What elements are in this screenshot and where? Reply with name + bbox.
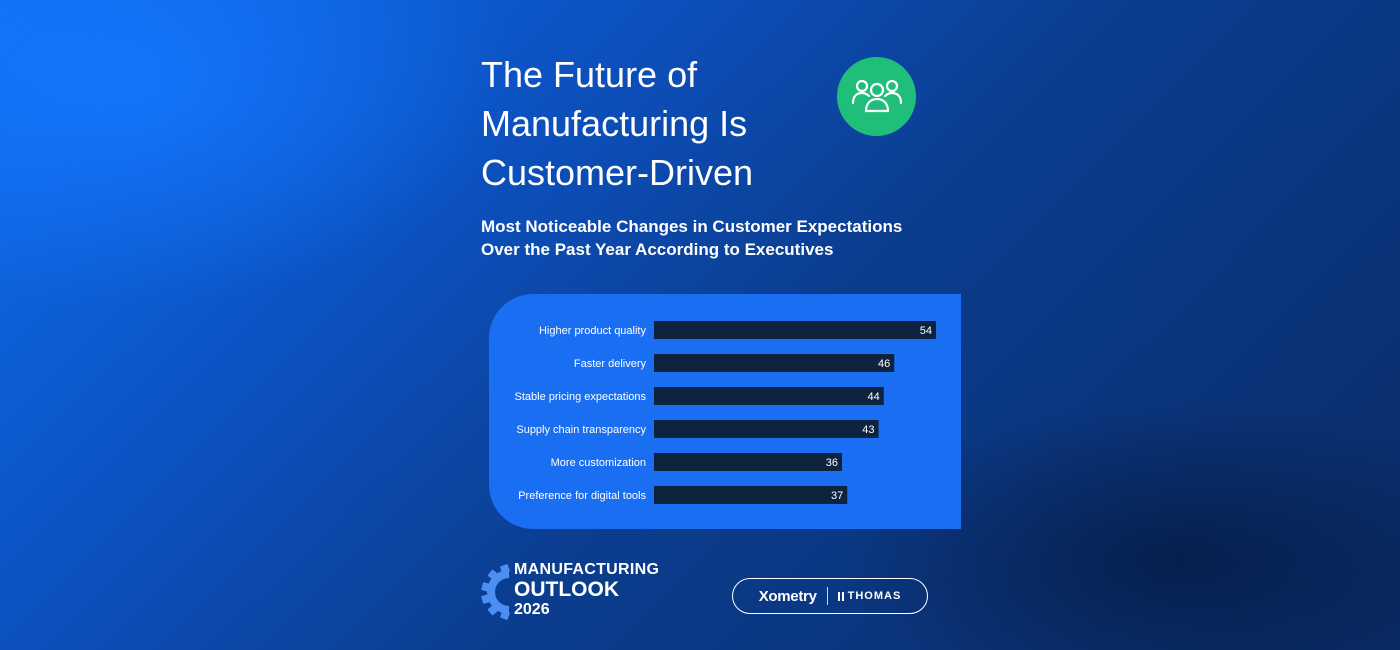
category-label: Faster delivery: [574, 358, 647, 370]
manufacturing-outlook-logo: MANUFACTURING OUTLOOK 2026: [481, 560, 681, 624]
title-line-2: Manufacturing Is: [481, 103, 748, 144]
bar: [654, 387, 884, 405]
outlook-wordmark: MANUFACTURING OUTLOOK 2026: [514, 560, 659, 620]
category-label: Preference for digital tools: [518, 490, 646, 502]
category-label: More customization: [551, 457, 646, 469]
bar: [654, 420, 879, 438]
chart-panel: Higher product quality 54 Faster delivery 4…: [489, 294, 961, 529]
bar-value-label: 46: [878, 358, 890, 370]
outlook-line-1: MANUFACTURING: [514, 561, 660, 578]
gear-icon: [481, 564, 510, 620]
bar-value-label: 54: [920, 325, 932, 337]
brand-divider: [826, 587, 828, 605]
bar: [654, 486, 848, 504]
chart-subtitle: Most Noticeable Changes in Customer Expe…: [481, 215, 941, 261]
bar-value-label: 36: [826, 457, 838, 469]
bar: [654, 321, 936, 339]
category-label: Higher product quality: [539, 325, 647, 337]
people-badge: [837, 57, 916, 136]
xometry-logo: Xometry: [758, 587, 817, 605]
title-line-3: Customer-Driven: [481, 152, 754, 193]
subtitle-line-2: Over the Past Year According to Executiv…: [481, 240, 834, 259]
bar-chart: Higher product quality 54 Faster delivery 4…: [515, 321, 936, 504]
outlook-line-3: 2026: [514, 601, 550, 618]
bar-value-label: 43: [862, 424, 874, 436]
category-label: Stable pricing expectations: [515, 391, 647, 403]
outlook-line-2: OUTLOOK: [514, 578, 619, 601]
brand-pill: Xometry THOMAS: [732, 578, 928, 614]
bar: [654, 453, 842, 471]
title-line-1: The Future of: [481, 54, 698, 95]
subtitle-line-1: Most Noticeable Changes in Customer Expe…: [481, 217, 903, 236]
people-group-icon: [851, 79, 902, 112]
thomas-logo: THOMAS: [837, 590, 902, 602]
bar: [654, 354, 895, 372]
thomas-mark-icon: [837, 591, 844, 601]
category-label: Supply chain transparency: [516, 424, 646, 436]
thomas-wordmark-text: THOMAS: [847, 590, 902, 602]
bar-value-label: 44: [868, 391, 880, 403]
bar-value-label: 37: [831, 490, 843, 502]
page-title: The Future of Manufacturing Is Customer-…: [481, 50, 811, 197]
